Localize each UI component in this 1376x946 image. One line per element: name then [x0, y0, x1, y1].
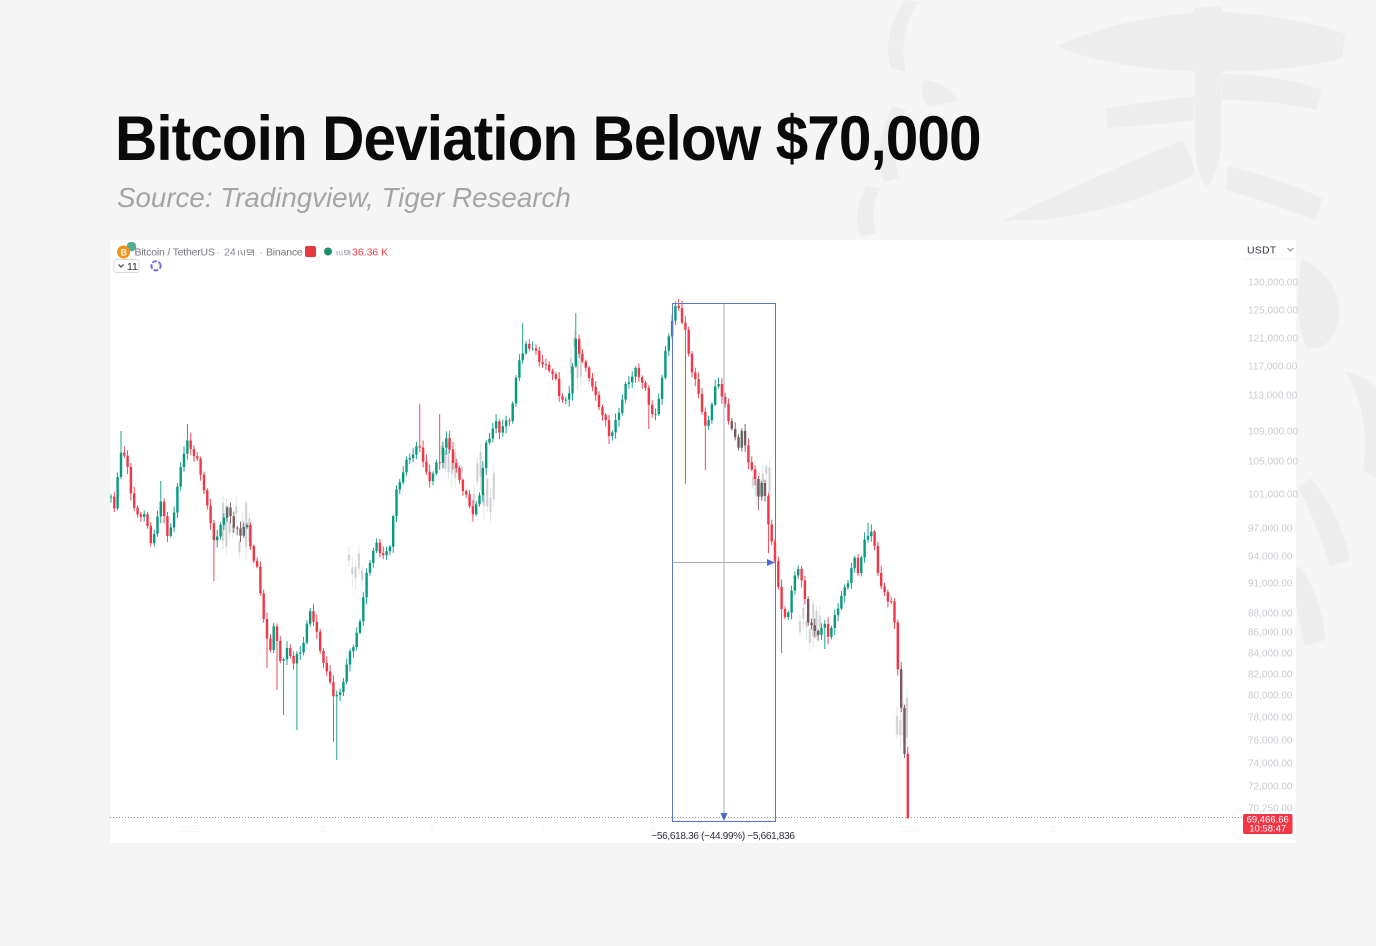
svg-text:130,000.00: 130,000.00 — [1248, 278, 1298, 289]
svg-text:·: · — [260, 247, 264, 259]
svg-text:88,000.00: 88,000.00 — [1248, 609, 1293, 620]
svg-text:Binance: Binance — [266, 247, 303, 259]
svg-text:5: 5 — [430, 824, 435, 834]
svg-text:24: 24 — [224, 247, 236, 259]
svg-text:84,000.00: 84,000.00 — [1248, 649, 1293, 660]
svg-text:94,000.00: 94,000.00 — [1248, 552, 1293, 563]
svg-text:109,000.00: 109,000.00 — [1248, 427, 1298, 438]
svg-text:3: 3 — [320, 824, 325, 834]
svg-text:10:58:47: 10:58:47 — [1249, 824, 1286, 835]
svg-text:USDT: USDT — [1247, 245, 1277, 257]
svg-text:3: 3 — [1050, 824, 1055, 834]
svg-text:7: 7 — [540, 824, 545, 834]
svg-text:69,466.66: 69,466.66 — [1247, 815, 1289, 826]
svg-text:82,000.00: 82,000.00 — [1248, 670, 1293, 681]
svg-text:86,000.00: 86,000.00 — [1248, 628, 1293, 639]
svg-text:11: 11 — [760, 824, 769, 834]
svg-text:Bitcoin / TetherUS: Bitcoin / TetherUS — [135, 247, 215, 259]
svg-text:76,000.00: 76,000.00 — [1248, 736, 1293, 747]
svg-text:121,000.00: 121,000.00 — [1248, 334, 1298, 345]
svg-text:105,000.00: 105,000.00 — [1248, 457, 1298, 468]
svg-text:70,250.00: 70,250.00 — [1248, 804, 1293, 815]
svg-text:101,000.00: 101,000.00 — [1248, 490, 1298, 501]
svg-text:97,000.00: 97,000.00 — [1248, 524, 1293, 535]
svg-text:2026: 2026 — [900, 824, 920, 834]
svg-text:74,000.00: 74,000.00 — [1248, 759, 1293, 770]
svg-text:91,000.00: 91,000.00 — [1248, 579, 1293, 590]
svg-text:80,000.00: 80,000.00 — [1248, 691, 1293, 702]
svg-text:−56,618.36 (−44.99%) −5,661,83: −56,618.36 (−44.99%) −5,661,836 — [651, 831, 795, 842]
svg-text:5: 5 — [1180, 824, 1185, 834]
svg-text:117,000.00: 117,000.00 — [1248, 362, 1298, 373]
svg-text:125,000.00: 125,000.00 — [1248, 306, 1298, 317]
svg-text:2025: 2025 — [180, 824, 200, 834]
svg-text:B: B — [120, 247, 127, 257]
svg-text:78,000.00: 78,000.00 — [1248, 713, 1293, 724]
svg-text:72,000.00: 72,000.00 — [1248, 782, 1293, 793]
svg-text:·: · — [216, 247, 220, 259]
svg-text:9: 9 — [650, 824, 655, 834]
svg-text:36.36 K: 36.36 K — [352, 247, 388, 259]
svg-text:113,000.00: 113,000.00 — [1248, 391, 1298, 402]
svg-text:11: 11 — [127, 261, 138, 273]
